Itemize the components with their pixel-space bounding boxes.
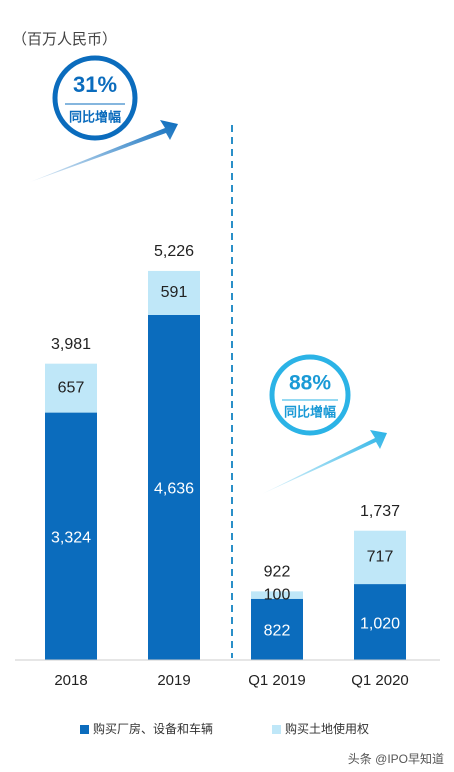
bar-segment xyxy=(148,270,200,315)
legend-swatch xyxy=(272,725,281,734)
growth-arrow xyxy=(262,430,387,494)
data-label: 822 xyxy=(264,623,291,640)
bar-segment xyxy=(251,591,303,599)
legend-label: 购买厂房、设备和车辆 xyxy=(93,721,213,736)
growth-label: 同比增幅 xyxy=(69,109,121,124)
x-tick-label: 2018 xyxy=(54,672,87,689)
bar-segment xyxy=(354,530,406,585)
legend-label: 购买土地使用权 xyxy=(285,721,369,736)
data-label: 3,324 xyxy=(51,530,91,547)
data-label: 4,636 xyxy=(154,481,194,498)
data-label: 657 xyxy=(58,379,85,396)
bar-segment xyxy=(148,314,200,660)
total-label: 3,981 xyxy=(51,336,91,353)
data-label: 591 xyxy=(161,284,188,301)
legend-swatch xyxy=(80,725,89,734)
x-tick-label: Q1 2019 xyxy=(248,672,306,689)
data-label: 717 xyxy=(367,549,394,566)
data-label: 1,020 xyxy=(360,615,400,632)
growth-value: 31% xyxy=(73,72,117,97)
data-label: 100 xyxy=(264,586,291,603)
total-label: 922 xyxy=(264,564,291,581)
bar-segment xyxy=(354,584,406,660)
x-tick-label: Q1 2020 xyxy=(351,672,409,689)
total-label: 1,737 xyxy=(360,503,400,520)
bar-segment xyxy=(45,412,97,660)
growth-badge xyxy=(52,55,138,141)
bar-segment xyxy=(251,598,303,660)
x-tick-label: 2019 xyxy=(157,672,190,689)
growth-label: 同比增幅 xyxy=(284,404,336,419)
watermark: 头条 @IPO早知道 xyxy=(348,752,444,766)
growth-badge xyxy=(269,354,351,436)
unit-label: （百万人民币） xyxy=(12,31,117,48)
bar-segment xyxy=(45,363,97,413)
total-label: 5,226 xyxy=(154,243,194,260)
growth-value: 88% xyxy=(289,372,331,395)
